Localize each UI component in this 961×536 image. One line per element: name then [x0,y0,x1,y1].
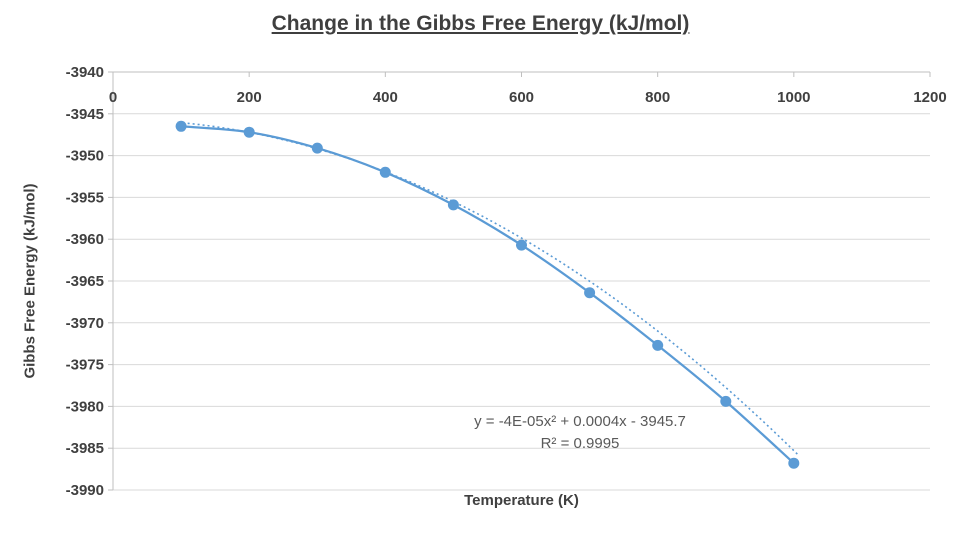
chart-title-text: Change in the Gibbs Free Energy (kJ/mol) [271,12,690,35]
trendline-annotation: y = -4E-05x² + 0.0004x - 3945.7 R² = 0.9… [415,411,745,455]
data-point-marker [379,166,391,178]
y-tick-label: -3960 [66,231,104,248]
y-tick-label: -3945 [66,106,104,123]
x-tick-label: 800 [645,89,670,106]
data-point-marker [243,126,255,138]
x-tick-label: 600 [509,89,534,106]
data-point-marker [447,199,459,211]
y-tick-label: -3990 [66,482,104,499]
y-tick-label: -3955 [66,189,104,206]
y-tick-label: -3950 [66,148,104,165]
trendline-r-squared: R² = 0.9995 [540,435,620,452]
x-tick-label: 0 [109,89,117,106]
data-point-marker [516,239,527,251]
y-tick-label: -3980 [66,398,104,415]
data-point-marker [584,287,596,299]
trend-line [177,121,800,456]
x-tick-label: 200 [237,89,262,106]
y-tick-label: -3975 [66,357,104,374]
y-axis-title: Gibbs Free Energy (kJ/mol) [21,183,39,379]
y-tick-label: -3970 [66,315,104,332]
data-point-marker [175,120,187,132]
y-tick-label: -3985 [66,440,104,457]
data-point-marker [311,142,323,154]
data-point-marker [788,457,800,469]
trendline-equation: y = -4E-05x² + 0.0004x - 3945.7 [474,413,686,430]
x-tick-label: 1000 [777,89,810,106]
chart-title: Change in the Gibbs Free Energy (kJ/mol) [0,12,961,36]
y-tick-label: -3965 [66,273,104,290]
x-axis-title: Temperature (K) [464,492,579,509]
series-line [181,125,795,465]
data-point-marker [652,339,664,351]
y-tick-label: -3940 [66,64,104,81]
data-point-marker [720,395,732,407]
x-tick-label: 400 [373,89,398,106]
x-tick-label: 1200 [913,89,946,106]
